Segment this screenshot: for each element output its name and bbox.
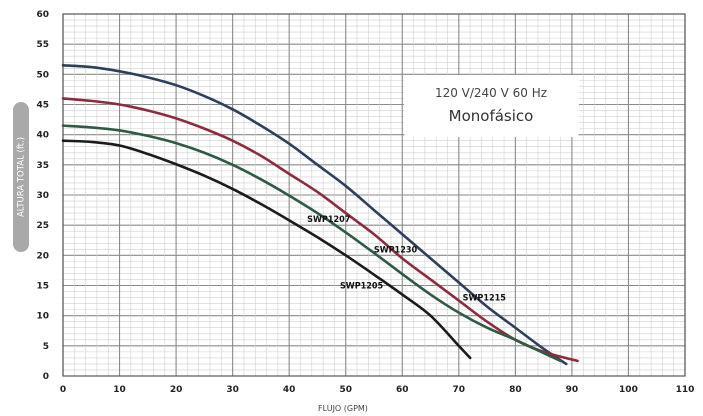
x-tick-label: 20 (170, 385, 183, 395)
x-tick-label: 40 (283, 385, 296, 395)
series-labels: SWP1207 SWP1230 SWP1205 SWP1215 (307, 215, 506, 303)
x-tick-label: 70 (453, 385, 466, 395)
info-box-background (404, 75, 579, 137)
x-tick-label: 10 (113, 385, 126, 395)
y-tick-label: 0 (43, 372, 49, 382)
y-tick-label: 20 (36, 251, 49, 261)
y-tick-label: 60 (36, 10, 49, 20)
x-tick-label: 80 (509, 385, 522, 395)
info-box: 120 V/240 V 60 Hz Monofásico (404, 75, 579, 137)
y-tick-label: 55 (36, 40, 49, 50)
series-line-swp1215 (61, 63, 568, 366)
y-axis-label-pill (13, 102, 29, 252)
x-tick-label: 90 (566, 385, 579, 395)
y-tick-label: 45 (36, 101, 49, 111)
series-line-swp1230 (61, 97, 579, 363)
info-phase-text: Monofásico (449, 107, 534, 125)
chart-axes (62, 13, 686, 377)
x-tick-label: 110 (676, 385, 695, 395)
x-tick-label: 60 (396, 385, 409, 395)
y-tick-label: 50 (36, 70, 49, 80)
x-tick-label: 100 (619, 385, 638, 395)
series-lines (61, 63, 579, 366)
series-label-swp1207: SWP1207 (307, 215, 350, 225)
series-line-swp1205 (61, 139, 472, 360)
series-label-swp1215: SWP1215 (463, 294, 507, 304)
series-line-swp1207 (61, 124, 562, 363)
y-tick-label: 40 (36, 131, 49, 141)
x-tick-label: 50 (339, 385, 352, 395)
y-tick-label: 30 (36, 191, 49, 201)
x-axis-label: FLUJO (GPM) (318, 404, 368, 413)
info-voltage-text: 120 V/240 V 60 Hz (435, 86, 547, 100)
y-tick-labels: 0 5 10 15 20 25 30 35 40 45 50 55 60 (36, 10, 49, 382)
x-tick-labels: 0 10 20 30 40 50 60 70 80 90 100 110 (60, 385, 695, 395)
y-axis-label: ALTURA TOTAL (ft.) (17, 137, 27, 217)
chart-grid (62, 13, 686, 377)
y-tick-label: 25 (36, 221, 49, 231)
series-label-swp1205: SWP1205 (340, 282, 384, 292)
plot-frame (62, 13, 686, 377)
x-tick-label: 30 (226, 385, 239, 395)
y-tick-label: 15 (36, 282, 49, 292)
x-tick-label: 0 (60, 385, 66, 395)
y-tick-label: 5 (43, 342, 49, 352)
y-tick-label: 35 (36, 161, 49, 171)
y-axis-label-badge: ALTURA TOTAL (ft.) (13, 102, 29, 252)
series-label-swp1230: SWP1230 (374, 245, 418, 255)
y-tick-label: 10 (36, 312, 49, 322)
